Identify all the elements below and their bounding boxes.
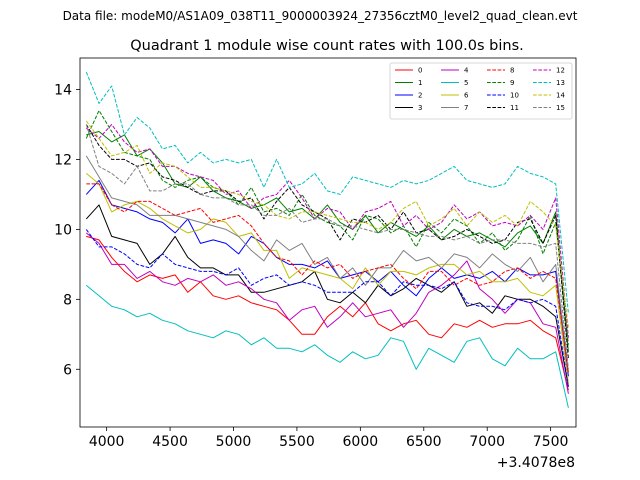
x-tick-label: 5500 [279, 434, 315, 450]
series-line-6 [85, 173, 569, 384]
series-line-0 [86, 235, 569, 391]
series-line-3 [85, 204, 569, 387]
legend-label-8: 8 [510, 67, 514, 75]
x-tick-label: 6000 [343, 434, 379, 450]
x-tick-label: 7000 [469, 434, 505, 450]
series-line-9 [85, 110, 569, 345]
plot-frame [79, 57, 577, 428]
x-tick-label: 6500 [406, 434, 442, 450]
legend-label-2: 2 [418, 92, 422, 100]
y-tick-label: 12 [54, 152, 72, 168]
legend-label-11: 11 [510, 104, 519, 112]
legend-label-14: 14 [556, 92, 565, 100]
series-line-5 [85, 284, 569, 408]
series-line-11 [85, 124, 569, 359]
legend-label-9: 9 [510, 79, 514, 87]
legend-label-0: 0 [418, 67, 422, 75]
x-offset-label: +3.4078e8 [497, 455, 575, 471]
legend-label-13: 13 [556, 79, 565, 87]
series-line-4 [85, 232, 569, 394]
x-tick-label: 4500 [152, 434, 188, 450]
y-tick-label: 8 [63, 292, 72, 308]
y-tick-label: 10 [54, 222, 72, 238]
data-file-caption: Data file: modeM0/AS1A09_038T11_90000039… [63, 9, 578, 23]
legend-label-12: 12 [556, 67, 565, 75]
legend-label-3: 3 [418, 104, 422, 112]
series-line-12 [85, 124, 569, 338]
legend-label-5: 5 [464, 79, 468, 87]
x-tick-label: 5000 [216, 434, 252, 450]
series-line-7 [85, 155, 569, 373]
series-line-2 [85, 179, 569, 377]
legend-label-4: 4 [464, 67, 469, 75]
y-tick-label: 6 [63, 362, 72, 378]
legend-label-1: 1 [418, 79, 422, 87]
legend-label-6: 6 [464, 92, 469, 100]
x-tick-label: 4000 [89, 434, 125, 450]
series-line-13 [85, 71, 569, 314]
series-line-8 [86, 183, 569, 373]
legend-box [389, 62, 573, 120]
legend-label-10: 10 [510, 92, 519, 100]
chart-title: Quadrant 1 module wise count rates with … [130, 38, 524, 54]
series-line-10 [85, 229, 569, 387]
legend-label-15: 15 [556, 104, 565, 112]
series-line-15 [85, 124, 569, 370]
series-line-14 [85, 120, 569, 328]
legend-label-7: 7 [464, 104, 468, 112]
y-tick-label: 14 [54, 82, 72, 98]
x-tick-label: 7500 [533, 434, 569, 450]
series-line-1 [86, 131, 569, 352]
